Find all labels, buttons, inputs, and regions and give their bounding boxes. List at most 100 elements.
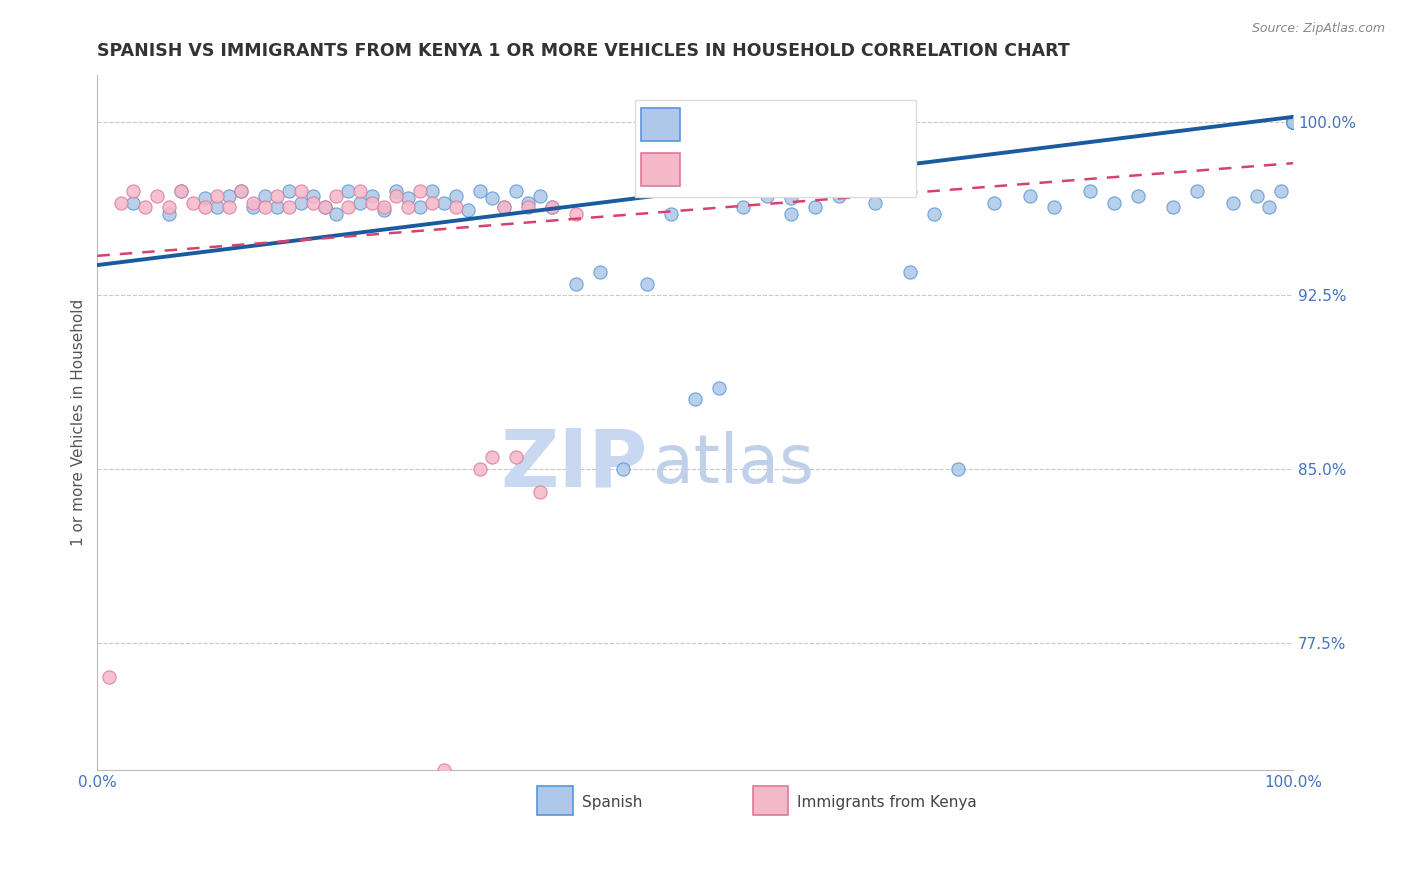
Point (314, 200, 336, 214)
Point (122, 195, 145, 210)
Point (1282, 114, 1305, 128)
Point (1282, 114, 1305, 128)
Point (983, 195, 1005, 210)
Point (863, 195, 886, 210)
Point (385, 184, 408, 198)
Text: SPANISH VS IMMIGRANTS FROM KENYA 1 OR MORE VEHICLES IN HOUSEHOLD CORRELATION CHA: SPANISH VS IMMIGRANTS FROM KENYA 1 OR MO… (97, 42, 1070, 60)
Point (1282, 114, 1305, 128)
Point (1282, 114, 1305, 128)
Point (529, 188, 551, 202)
Point (492, 200, 515, 214)
Point (924, 207, 946, 221)
Point (146, 188, 169, 202)
Point (349, 184, 371, 198)
Point (779, 191, 801, 205)
Point (1282, 114, 1305, 128)
Point (492, 200, 515, 214)
Point (1282, 114, 1305, 128)
Point (194, 191, 217, 205)
Point (385, 188, 408, 202)
Point (229, 184, 252, 198)
Point (337, 200, 360, 214)
FancyBboxPatch shape (641, 108, 679, 141)
Point (1282, 114, 1305, 128)
Point (1282, 114, 1305, 128)
Point (157, 207, 180, 221)
Point (444, 200, 467, 214)
Point (731, 200, 754, 214)
Point (1282, 114, 1305, 128)
Point (1282, 114, 1305, 128)
Point (1043, 200, 1066, 214)
Point (1282, 114, 1305, 128)
Point (1282, 114, 1305, 128)
Point (1282, 114, 1305, 128)
Point (1282, 114, 1305, 128)
Point (396, 200, 419, 214)
Point (1222, 195, 1244, 210)
Point (266, 200, 288, 214)
Point (505, 450, 527, 465)
Text: R = 0.481   N = 98: R = 0.481 N = 98 (689, 106, 855, 121)
Point (433, 195, 456, 210)
Point (1282, 114, 1305, 128)
Point (266, 188, 288, 202)
Point (1282, 114, 1305, 128)
Point (253, 200, 276, 214)
Point (588, 265, 610, 279)
Point (636, 277, 658, 291)
Point (314, 200, 336, 214)
Point (481, 450, 503, 465)
Point (134, 200, 156, 214)
Point (898, 265, 921, 279)
Point (948, 462, 970, 476)
Point (1246, 188, 1268, 202)
Point (1282, 114, 1305, 128)
Point (1282, 114, 1305, 128)
Text: Source: ZipAtlas.com: Source: ZipAtlas.com (1251, 22, 1385, 36)
Point (229, 184, 252, 198)
Point (337, 184, 360, 198)
Point (110, 195, 132, 210)
Text: ZIP: ZIP (501, 425, 647, 503)
Point (301, 188, 323, 202)
Point (1282, 114, 1305, 128)
Point (1163, 200, 1185, 214)
Point (1282, 114, 1305, 128)
Point (1282, 114, 1305, 128)
Point (505, 184, 527, 198)
Point (659, 207, 682, 221)
Point (181, 195, 204, 210)
Point (468, 184, 491, 198)
Point (409, 200, 432, 214)
Point (325, 188, 347, 202)
Point (194, 200, 217, 214)
Point (277, 184, 299, 198)
Point (253, 188, 276, 202)
Point (1282, 114, 1305, 128)
FancyBboxPatch shape (636, 100, 917, 197)
Point (1282, 114, 1305, 128)
Point (1282, 114, 1305, 128)
Point (1019, 188, 1042, 202)
Point (827, 188, 849, 202)
Text: Immigrants from Kenya: Immigrants from Kenya (797, 795, 977, 810)
Point (218, 200, 240, 214)
Point (242, 195, 264, 210)
Point (325, 207, 347, 221)
Point (457, 202, 479, 217)
FancyBboxPatch shape (641, 153, 679, 186)
Point (170, 184, 193, 198)
Point (1282, 114, 1305, 128)
Point (516, 200, 538, 214)
Point (242, 200, 264, 214)
Point (1102, 195, 1125, 210)
Point (433, 763, 456, 777)
Point (1282, 114, 1305, 128)
Point (409, 184, 432, 198)
Point (755, 188, 778, 202)
Point (1270, 184, 1292, 198)
FancyBboxPatch shape (537, 786, 574, 815)
Y-axis label: 1 or more Vehicles in Household: 1 or more Vehicles in Household (72, 299, 86, 546)
Point (157, 200, 180, 214)
